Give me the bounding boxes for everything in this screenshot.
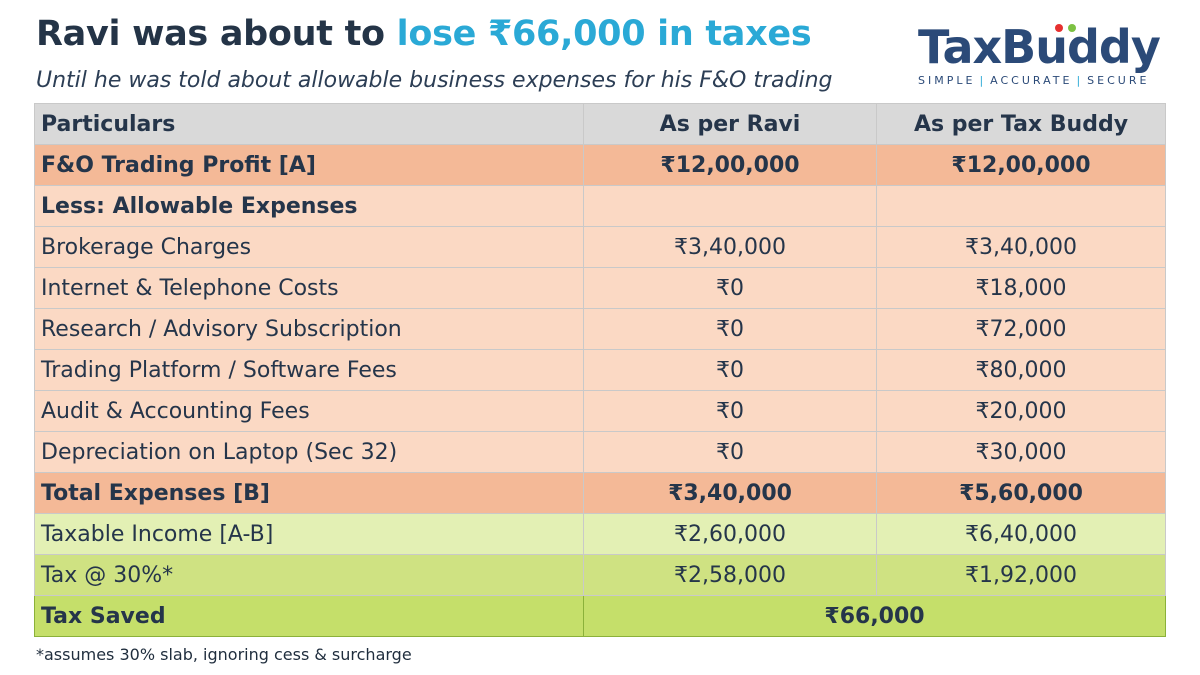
footnote: *assumes 30% slab, ignoring cess & surch… (36, 645, 412, 664)
expense-row: Internet & Telephone Costs ₹0 ₹18,000 (34, 267, 1166, 309)
taxbuddy-value: ₹5,60,000 (876, 472, 1166, 514)
tax-saved-row: Tax Saved ₹66,000 (34, 595, 1166, 637)
expense-row: Trading Platform / Software Fees ₹0 ₹80,… (34, 349, 1166, 391)
ravi-value (583, 185, 877, 227)
ravi-value: ₹0 (583, 308, 877, 350)
tax-row: Tax @ 30%* ₹2,58,000 ₹1,92,000 (34, 554, 1166, 596)
logo-red-dot (1055, 24, 1063, 32)
ravi-value: ₹0 (583, 349, 877, 391)
headline-highlight: lose ₹66,000 in taxes (396, 14, 812, 54)
taxbuddy-value: ₹80,000 (876, 349, 1166, 391)
taxbuddy-value: ₹3,40,000 (876, 226, 1166, 268)
logo-green-dot (1068, 24, 1076, 32)
row-label: Brokerage Charges (34, 226, 584, 268)
expense-row: Depreciation on Laptop (Sec 32) ₹0 ₹30,0… (34, 431, 1166, 473)
headline: Ravi was about to lose ₹66,000 in taxes (36, 14, 812, 54)
less-expenses-row: Less: Allowable Expenses (34, 185, 1166, 227)
row-label: Tax Saved (34, 595, 584, 637)
row-label: Less: Allowable Expenses (34, 185, 584, 227)
taxbuddy-value: ₹6,40,000 (876, 513, 1166, 555)
row-label: Depreciation on Laptop (Sec 32) (34, 431, 584, 473)
profit-row: F&O Trading Profit [A] ₹12,00,000 ₹12,00… (34, 144, 1166, 186)
ravi-value: ₹2,58,000 (583, 554, 877, 596)
ravi-value: ₹3,40,000 (583, 226, 877, 268)
taxbuddy-value (876, 185, 1166, 227)
logo-text: TaxBuddy (918, 20, 1161, 74)
logo-tagline: SIMPLE | ACCURATE | SECURE (918, 74, 1150, 87)
row-label: Trading Platform / Software Fees (34, 349, 584, 391)
headline-prefix: Ravi was about to (36, 14, 397, 54)
expense-row: Audit & Accounting Fees ₹0 ₹20,000 (34, 390, 1166, 432)
ravi-value: ₹3,40,000 (583, 472, 877, 514)
header-as-per-ravi: As per Ravi (583, 103, 877, 145)
ravi-value: ₹0 (583, 431, 877, 473)
subtitle: Until he was told about allowable busine… (36, 68, 833, 93)
row-label: Tax @ 30%* (34, 554, 584, 596)
taxbuddy-value: ₹1,92,000 (876, 554, 1166, 596)
comparison-table: Particulars As per Ravi As per Tax Buddy… (34, 103, 1166, 637)
row-label: Taxable Income [A-B] (34, 513, 584, 555)
expense-row: Brokerage Charges ₹3,40,000 ₹3,40,000 (34, 226, 1166, 268)
ravi-value: ₹12,00,000 (583, 144, 877, 186)
taxbuddy-value: ₹20,000 (876, 390, 1166, 432)
taxbuddy-value: ₹72,000 (876, 308, 1166, 350)
row-label: Research / Advisory Subscription (34, 308, 584, 350)
logo-wordmark: TaxBuddy (918, 20, 1161, 74)
expense-row: Research / Advisory Subscription ₹0 ₹72,… (34, 308, 1166, 350)
taxbuddy-value: ₹30,000 (876, 431, 1166, 473)
taxbuddy-value: ₹18,000 (876, 267, 1166, 309)
row-label: Total Expenses [B] (34, 472, 584, 514)
row-label: Audit & Accounting Fees (34, 390, 584, 432)
total-expenses-row: Total Expenses [B] ₹3,40,000 ₹5,60,000 (34, 472, 1166, 514)
ravi-value: ₹0 (583, 267, 877, 309)
header-as-per-taxbuddy: As per Tax Buddy (876, 103, 1166, 145)
taxable-income-row: Taxable Income [A-B] ₹2,60,000 ₹6,40,000 (34, 513, 1166, 555)
header-particulars: Particulars (34, 103, 584, 145)
tax-saved-value: ₹66,000 (583, 595, 1166, 637)
ravi-value: ₹0 (583, 390, 877, 432)
ravi-value: ₹2,60,000 (583, 513, 877, 555)
taxbuddy-logo: TaxBuddy SIMPLE | ACCURATE | SECURE (918, 20, 1161, 87)
row-label: F&O Trading Profit [A] (34, 144, 584, 186)
taxbuddy-value: ₹12,00,000 (876, 144, 1166, 186)
table-header-row: Particulars As per Ravi As per Tax Buddy (34, 103, 1166, 145)
row-label: Internet & Telephone Costs (34, 267, 584, 309)
